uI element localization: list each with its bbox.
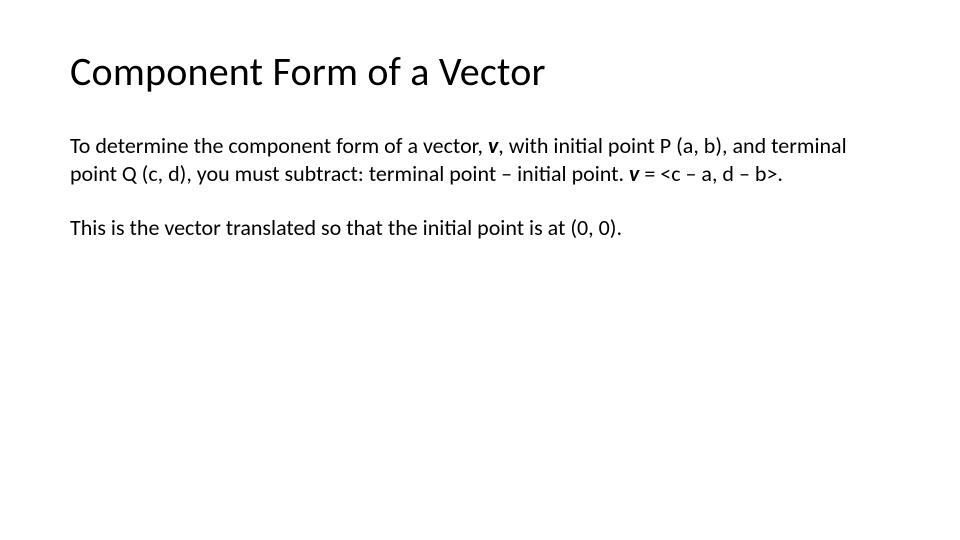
- p1-seg-1: v: [488, 132, 498, 159]
- paragraph-1: To determine the component form of a vec…: [70, 132, 890, 188]
- slide-container: Component Form of a Vector To determine …: [0, 0, 960, 540]
- p2-seg-0: This is the vector translated so that th…: [70, 214, 622, 241]
- p1-seg-3: v: [629, 160, 639, 187]
- p1-seg-0: To determine the component form of a vec…: [70, 132, 488, 159]
- p1-seg-4: = <c – a, d – b>.: [639, 160, 783, 187]
- paragraph-2: This is the vector translated so that th…: [70, 214, 890, 242]
- slide-title: Component Form of a Vector: [70, 50, 890, 94]
